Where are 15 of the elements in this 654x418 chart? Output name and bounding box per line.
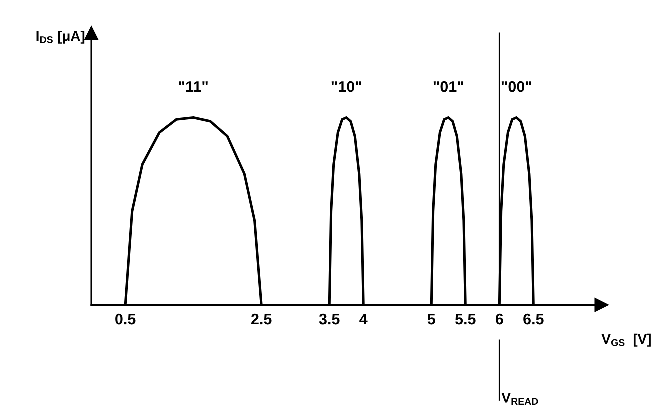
x-tick-label: 3.5: [319, 314, 340, 325]
x-tick-label: 6.5: [524, 314, 544, 325]
annotation: "00": [502, 81, 532, 92]
ref-line-label: V$_{READ}$: [502, 393, 538, 405]
x-tick-label: 4: [360, 314, 368, 325]
annotation: "01": [434, 81, 464, 92]
x-axis-title: V$_{GS}$ [V]: [602, 334, 651, 347]
x-tick-label: 5: [428, 314, 436, 325]
x-tick-label: 6: [496, 314, 504, 325]
x-tick-label: 2.5: [252, 314, 272, 325]
annotation: "10": [332, 81, 362, 92]
x-tick-label: 5.5: [456, 314, 476, 325]
text: I$_{DS}$ [μA]: [36, 30, 85, 44]
annotation: "11": [179, 82, 208, 92]
x-tick-label: 0.5: [116, 314, 136, 325]
